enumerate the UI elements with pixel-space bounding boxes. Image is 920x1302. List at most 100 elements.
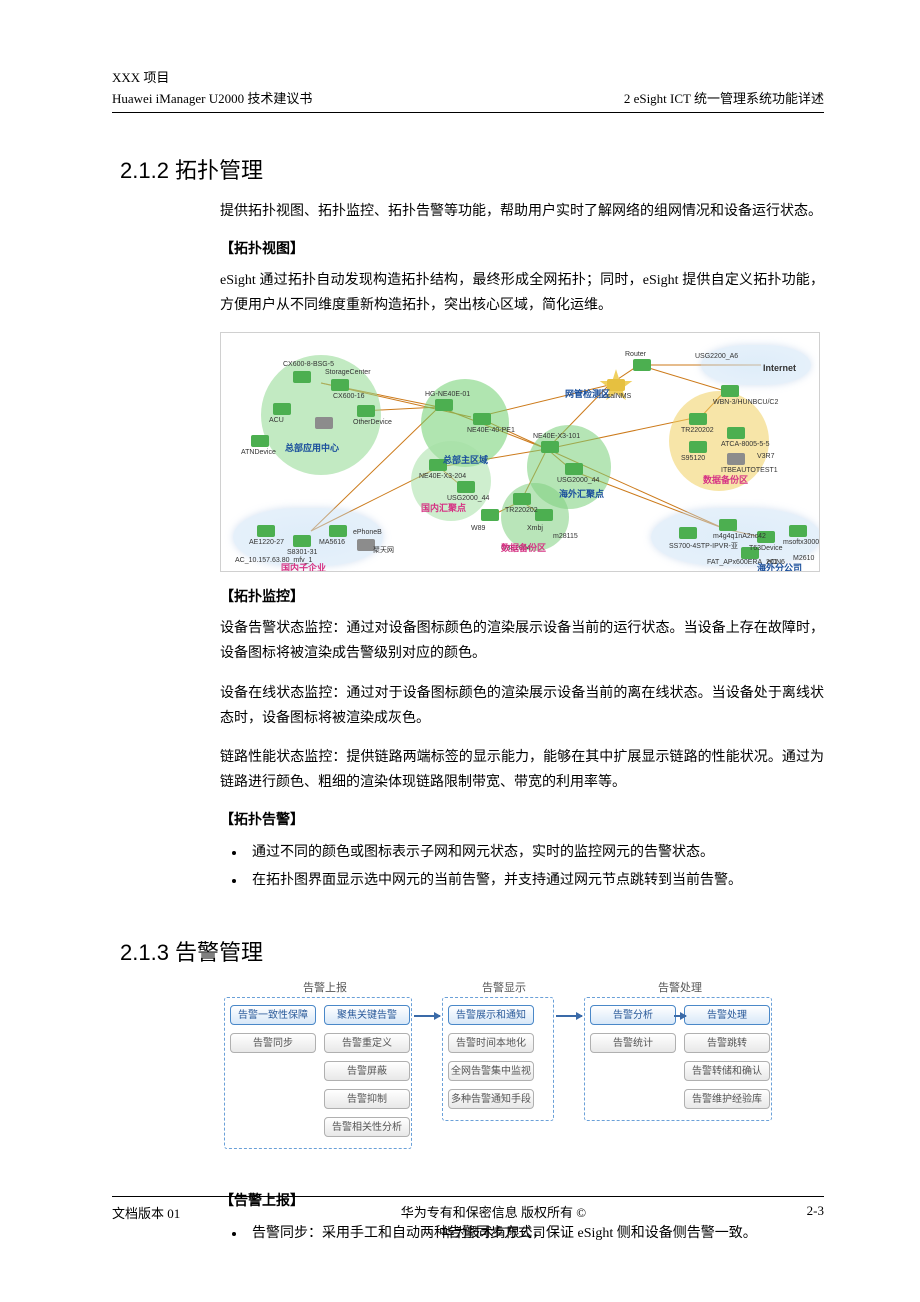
device-icon	[457, 481, 475, 493]
region-label: 国内子企业	[281, 561, 326, 572]
device-label: NE40E-40-PE1	[467, 427, 515, 434]
topology-view-body: eSight 通过拓扑自动发现构造拓扑结构，最终形成全网拓扑；同时，eSight…	[220, 268, 824, 318]
device-icon	[541, 441, 559, 453]
alarm-bullet-1: 通过不同的颜色或图标表示子网和网元状态，实时的监控网元的告警状态。	[246, 839, 824, 867]
region-label: 网管检测区	[565, 387, 610, 400]
device-icon	[727, 427, 745, 439]
device-icon	[293, 371, 311, 383]
flow-arrow-icon	[414, 1015, 440, 1017]
flow-arrow-icon	[556, 1015, 582, 1017]
alarm-box: 告警抑制	[324, 1089, 410, 1109]
device-icon	[689, 413, 707, 425]
alarm-box: 告警展示和通知	[448, 1005, 534, 1025]
subheading-topology-alarm: 【拓扑告警】	[220, 809, 824, 829]
device-icon	[633, 359, 651, 371]
alarm-box: 告警跳转	[684, 1033, 770, 1053]
device-icon	[329, 525, 347, 537]
device-label: TR220202	[505, 507, 538, 514]
topology-alarm-bullets: 通过不同的颜色或图标表示子网和网元状态，实时的监控网元的告警状态。 在拓扑图界面…	[246, 839, 824, 895]
region-label: 海外汇聚点	[559, 487, 604, 500]
monitor-p1: 设备告警状态监控：通过对设备图标颜色的渲染展示设备当前的运行状态。当设备上存在故…	[220, 616, 824, 666]
alarm-box: 多种告警通知手段	[448, 1089, 534, 1109]
alarm-box: 聚焦关键告警	[324, 1005, 410, 1025]
device-label: HG-NE40E-01	[425, 391, 470, 398]
alarm-box: 全网告警集中监视	[448, 1061, 534, 1081]
device-label: W89	[471, 525, 485, 532]
header-line2-left: Huawei iManager U2000 技术建议书	[112, 89, 312, 110]
device-label: NE40E-X3-204	[419, 473, 466, 480]
page-footer: 文档版本 01 华为专有和保密信息 版权所有 © 华为技术有限公司 2-3	[112, 1196, 824, 1242]
region-label: 国内汇聚点	[421, 501, 466, 514]
device-label: ATNDevice	[241, 449, 276, 456]
device-label: NE40E-X3-101	[533, 433, 580, 440]
device-icon	[251, 435, 269, 447]
alarm-section-title: 告警处理	[630, 979, 730, 995]
heading-212: 2.1.2 拓扑管理	[120, 153, 824, 185]
alarm-section-title: 告警显示	[454, 979, 554, 995]
device-icon	[679, 527, 697, 539]
device-label: ATCA-8005-5-5	[721, 441, 770, 448]
alarm-box: 告警统计	[590, 1033, 676, 1053]
device-label: 聚天网	[373, 545, 394, 555]
device-label: msoftx3000/VF-102	[783, 539, 820, 546]
device-label: TR220202	[681, 427, 714, 434]
device-label: S95120	[681, 455, 705, 462]
device-icon	[721, 385, 739, 397]
region-label: 总部主区域	[443, 453, 488, 466]
region-label: 总部应用中心	[285, 441, 339, 454]
device-icon	[331, 379, 349, 391]
device-label: MA5616	[319, 539, 345, 546]
device-icon	[473, 413, 491, 425]
device-label: OtherDevice	[353, 419, 392, 426]
alarm-box: 告警一致性保障	[230, 1005, 316, 1025]
alarm-box: 告警同步	[230, 1033, 316, 1053]
device-icon	[257, 525, 275, 537]
alarm-flow-figure: 告警上报告警显示告警处理告警一致性保障聚焦关键告警告警同步告警重定义告警屏蔽告警…	[220, 979, 820, 1174]
device-icon	[789, 525, 807, 537]
device-icon	[689, 441, 707, 453]
device-label: m28115	[553, 533, 578, 540]
alarm-box: 告警分析	[590, 1005, 676, 1025]
footer-center2: 华为技术有限公司	[401, 1223, 586, 1243]
device-icon	[513, 493, 531, 505]
device-label: ePhoneB	[353, 529, 382, 536]
monitor-p3: 链路性能状态监控：提供链路两端标签的显示能力，能够在其中扩展显示链路的性能状况。…	[220, 745, 824, 795]
region-label: 数据备份区	[501, 541, 546, 554]
subheading-topology-view: 【拓扑视图】	[220, 238, 824, 258]
alarm-section-title: 告警上报	[275, 979, 375, 995]
device-icon	[565, 463, 583, 475]
device-label: CX600-16	[333, 393, 365, 400]
alarm-box: 告警重定义	[324, 1033, 410, 1053]
page-header: XXX 项目 Huawei iManager U2000 技术建议书 2 eSi…	[112, 68, 824, 113]
header-line2-right: 2 eSight ICT 统一管理系统功能详述	[624, 89, 824, 110]
device-label: V3R7	[757, 453, 775, 460]
device-label: ACU	[269, 417, 284, 424]
device-label: Xmbj	[527, 525, 543, 532]
device-icon	[315, 417, 333, 429]
device-icon	[719, 519, 737, 531]
alarm-box: 告警屏蔽	[324, 1061, 410, 1081]
footer-rule	[112, 1196, 824, 1197]
device-icon	[273, 403, 291, 415]
device-label: m4g4q1nA2nc42	[713, 533, 766, 540]
device-label: StorageCenter	[325, 369, 371, 376]
device-label: AE1220-27	[249, 539, 284, 546]
header-line1: XXX 项目	[112, 68, 824, 89]
footer-right: 2-3	[807, 1203, 824, 1219]
header-rule	[112, 112, 824, 113]
device-label: T63Device	[749, 545, 782, 552]
flow-arrow-icon	[674, 1015, 686, 1017]
region-label: 海外分公司	[757, 561, 802, 572]
intro-212: 提供拓扑视图、拓扑监控、拓扑告警等功能，帮助用户实时了解网络的组网情况和设备运行…	[220, 199, 824, 224]
device-label: USG2000_44	[557, 477, 599, 484]
device-icon	[481, 509, 499, 521]
heading-213: 2.1.3 告警管理	[120, 935, 824, 967]
alarm-box: 告警处理	[684, 1005, 770, 1025]
alarm-box: 告警时间本地化	[448, 1033, 534, 1053]
alarm-box: 告警相关性分析	[324, 1117, 410, 1137]
alarm-bullet-2: 在拓扑图界面显示选中网元的当前告警，并支持通过网元节点跳转到当前告警。	[246, 867, 824, 895]
device-label: Router	[625, 351, 646, 358]
device-label: CX600-8-BSG-5	[283, 361, 334, 368]
topology-figure: CX600-8-BSG-5StorageCenter OtherDevice ACU…	[220, 332, 820, 572]
footer-left: 文档版本 01	[112, 1203, 180, 1222]
